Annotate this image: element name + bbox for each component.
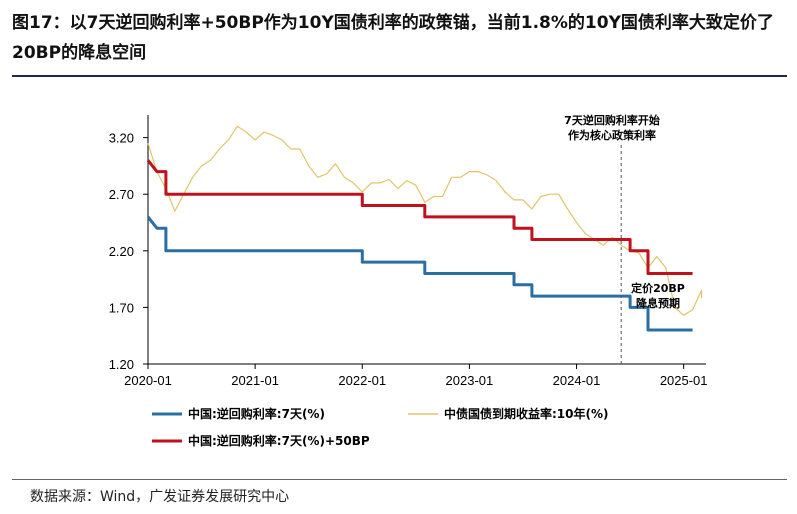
x-tick-label: 2025-01 [660,373,708,388]
axes: 1.20 1.70 2.20 2.70 3.20 2020-01 2021-01 2022-0… [109,115,708,388]
title-divider [12,75,787,77]
y-tick-label: 3.20 [109,131,134,146]
annotation-rate-cut: 定价20BP [631,281,685,295]
legend-label-2: 中国:逆回购利率:7天(%)+50BP [188,433,370,448]
annotation-rate-cut: 降息预期 [636,296,680,310]
x-tick-label: 2023-01 [446,373,494,388]
x-tick-label: 2024-01 [553,373,601,388]
legend-label-1: 中债国债到期收益率:10年(%) [444,406,609,421]
y-tick-label: 2.20 [109,244,134,259]
series-line-0 [146,215,693,332]
x-tick-label: 2021-01 [231,373,279,388]
x-tick-label: 2022-01 [338,373,386,388]
legend: 中国:逆回购利率:7天(%) 中债国债到期收益率:10年(%) 中国:逆回购利率:7… [152,406,609,448]
legend-label-0: 中国:逆回购利率:7天(%) [188,406,325,421]
y-tick-label: 1.20 [109,357,134,372]
annotation-policy-rate: 作为核心政策利率 [568,128,656,142]
x-tick-label: 2020-01 [124,373,172,388]
y-tick-label: 2.70 [109,187,134,202]
series-line-1 [147,125,703,316]
series-lines [146,125,703,332]
source-divider [12,479,787,480]
source-note: 数据来源：Wind，广发证券发展研究中心 [30,489,290,505]
y-tick-label: 1.70 [109,300,134,315]
annotation-policy-rate: 7天逆回购利率开始 [564,113,660,127]
series-line-2 [146,159,693,275]
chart-title: 图17：以7天逆回购利率+50BP作为10Y国债利率的政策锚，当前1.8%的10… [12,13,774,63]
